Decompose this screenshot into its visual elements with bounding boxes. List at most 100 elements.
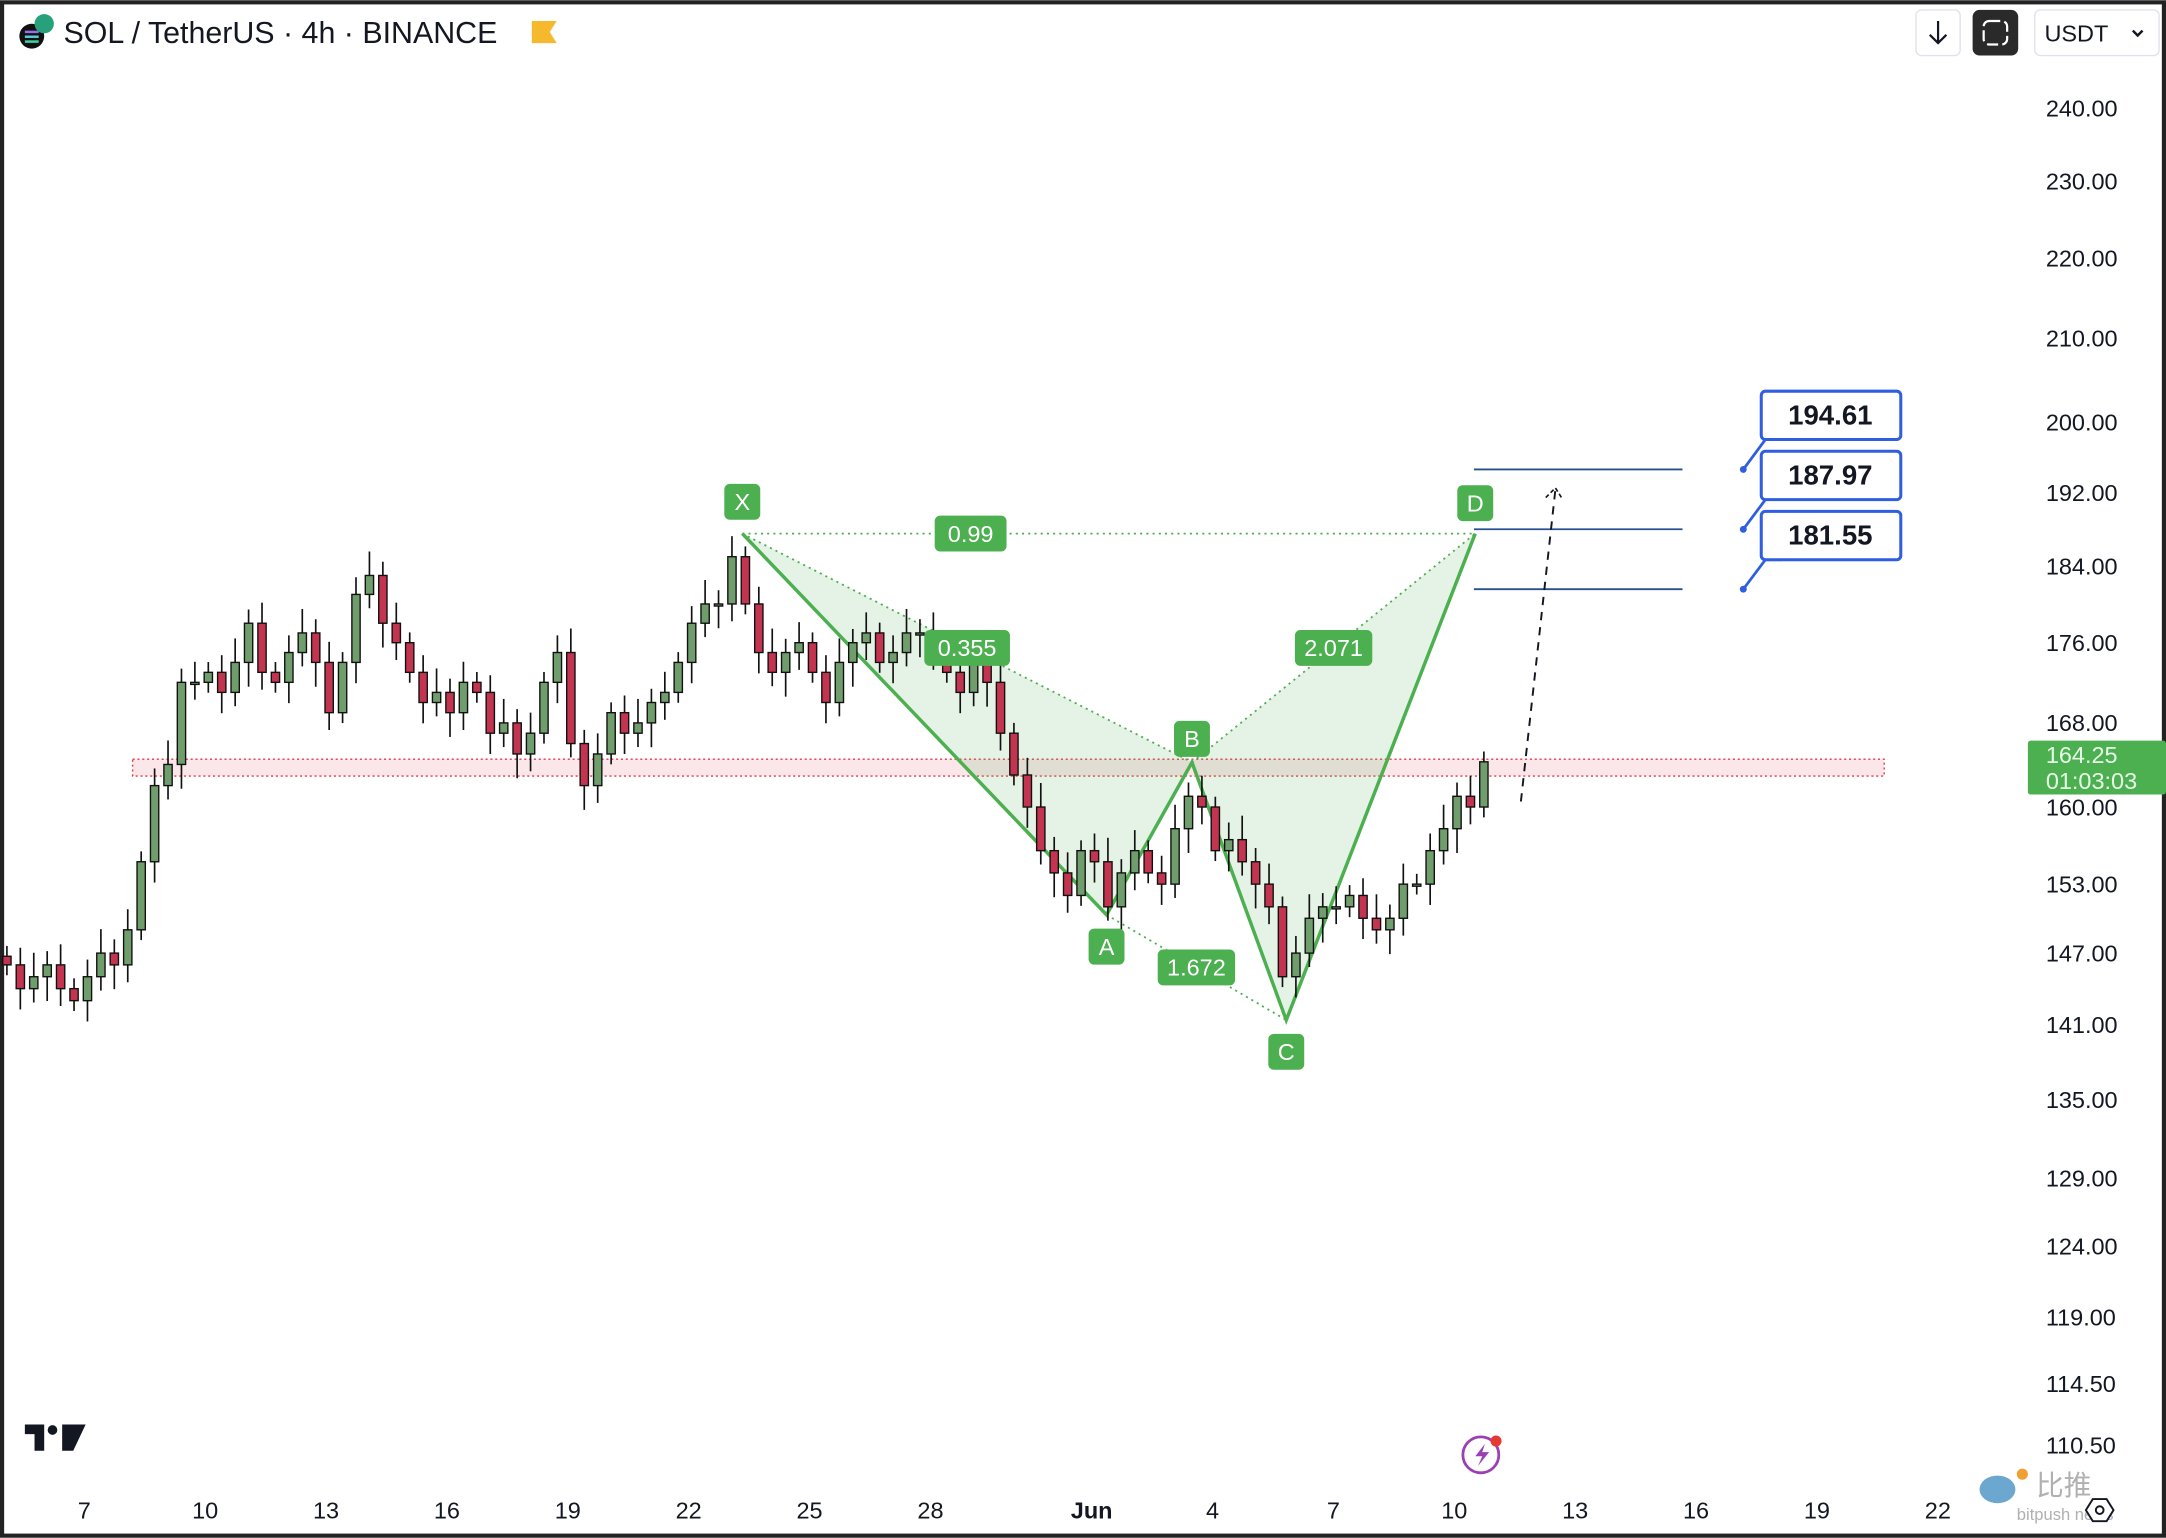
candle-body — [995, 681, 1006, 734]
time-tick-label: 19 — [555, 1497, 581, 1523]
candle-body — [122, 929, 133, 966]
candle — [1129, 830, 1140, 891]
currency-select[interactable]: USDT — [2034, 9, 2160, 57]
candle — [915, 619, 925, 658]
candle — [203, 662, 214, 693]
candle — [96, 929, 106, 991]
candle — [176, 668, 187, 789]
candle — [794, 622, 804, 670]
candle-body — [847, 642, 858, 664]
candle-body — [780, 651, 791, 674]
time-tick-label: 22 — [1925, 1497, 1951, 1523]
candle-body — [794, 642, 804, 654]
candle — [1103, 837, 1113, 921]
time-tick-label: 4 — [1206, 1497, 1219, 1523]
candle — [512, 709, 522, 779]
time-tick-label: 16 — [1683, 1497, 1709, 1523]
time-tick-label: 13 — [313, 1497, 339, 1523]
candle-body — [378, 574, 388, 624]
price-tick-label: 176.00 — [2046, 630, 2118, 656]
candle — [1344, 885, 1355, 918]
candle — [861, 612, 872, 661]
candle — [646, 688, 657, 748]
candle-body — [646, 701, 657, 724]
candle-body — [1371, 917, 1382, 931]
candle — [686, 606, 697, 684]
price-tick-label: 210.00 — [2046, 326, 2118, 352]
harmonic-pattern[interactable] — [741, 532, 1477, 1025]
callout-anchor — [1739, 585, 1747, 593]
ratio-label-bd-bg — [1294, 630, 1373, 666]
candle-body — [807, 642, 818, 674]
chart-settings-icon[interactable] — [2084, 1498, 2115, 1523]
ratio-label-ac: 1.672 — [1167, 955, 1226, 981]
last-price-label: 164.25 01:03:03 — [2027, 740, 2166, 795]
candle — [1264, 863, 1274, 925]
price-tick-label: 240.00 — [2046, 95, 2118, 121]
candle-body — [15, 964, 26, 990]
point-label-c-bg — [1268, 1033, 1305, 1070]
candle-body — [888, 651, 898, 664]
price-tick-label: 184.00 — [2046, 553, 2118, 579]
candle — [1479, 751, 1489, 818]
candle — [821, 655, 831, 724]
price-axis[interactable]: 240.00 230.00 220.00 210.00 200.00 192.00 184.… — [2046, 95, 2118, 1458]
tradingview-logo[interactable] — [24, 1424, 86, 1451]
candle-body — [270, 671, 281, 684]
scroll-to-realtime-button[interactable] — [1915, 9, 1961, 57]
price-tick-label: 230.00 — [2046, 169, 2118, 195]
candle — [378, 561, 388, 648]
price-tick-label: 168.00 — [2046, 710, 2118, 736]
candle — [445, 678, 455, 737]
candle — [109, 939, 120, 990]
time-axis[interactable]: 7 10 13 16 19 22 25 28 Jun 4 7 10 13 16 19 22 — [78, 1497, 1951, 1523]
candle — [834, 638, 845, 717]
fullscreen-button[interactable] — [1972, 9, 2019, 56]
candle — [995, 661, 1006, 751]
candle-body — [659, 691, 670, 704]
currency-select-value: USDT — [2044, 21, 2108, 47]
candle-body — [324, 661, 334, 714]
candle-body — [1277, 906, 1288, 978]
candle-body — [673, 661, 684, 694]
point-label-d-bg — [1457, 485, 1494, 522]
candle — [1156, 855, 1167, 905]
candle-body — [1304, 917, 1315, 954]
alert-icon[interactable] — [1461, 1435, 1502, 1475]
time-tick-label: Jun — [1071, 1497, 1113, 1523]
candle — [122, 909, 133, 983]
target-levels[interactable]: 194.61 187.97 181.55 — [1473, 389, 1903, 593]
candle-body — [458, 681, 469, 714]
target-price: 181.55 — [1788, 520, 1872, 551]
candle — [458, 661, 469, 730]
candle — [847, 628, 858, 687]
price-tick-label: 141.00 — [2046, 1012, 2118, 1038]
candle — [190, 661, 200, 700]
time-tick-label: 10 — [192, 1497, 218, 1523]
candle-body — [1264, 883, 1274, 908]
candle — [1438, 804, 1449, 865]
candle — [1250, 848, 1261, 909]
candle-body — [539, 681, 549, 734]
candle — [1317, 893, 1328, 943]
candle — [1398, 863, 1409, 936]
candle — [28, 952, 39, 1003]
point-label-a: A — [1099, 934, 1115, 960]
candle-body — [1425, 849, 1436, 885]
candle — [1237, 815, 1248, 876]
candle — [539, 672, 549, 744]
target-callout — [1759, 389, 1903, 442]
projection-arrow — [1519, 486, 1564, 802]
candle — [1452, 782, 1462, 854]
candle-body — [955, 671, 966, 694]
candle-body — [1223, 838, 1234, 852]
candle-body — [1156, 872, 1167, 885]
candle-body — [619, 711, 630, 734]
candle-body — [82, 976, 93, 1002]
symbol-title[interactable]: SOL / TetherUS · 4h · BINANCE — [64, 16, 498, 50]
flag-icon[interactable] — [531, 20, 557, 44]
candle — [1425, 833, 1436, 905]
candle — [1465, 775, 1476, 825]
candle-body — [1197, 795, 1207, 808]
